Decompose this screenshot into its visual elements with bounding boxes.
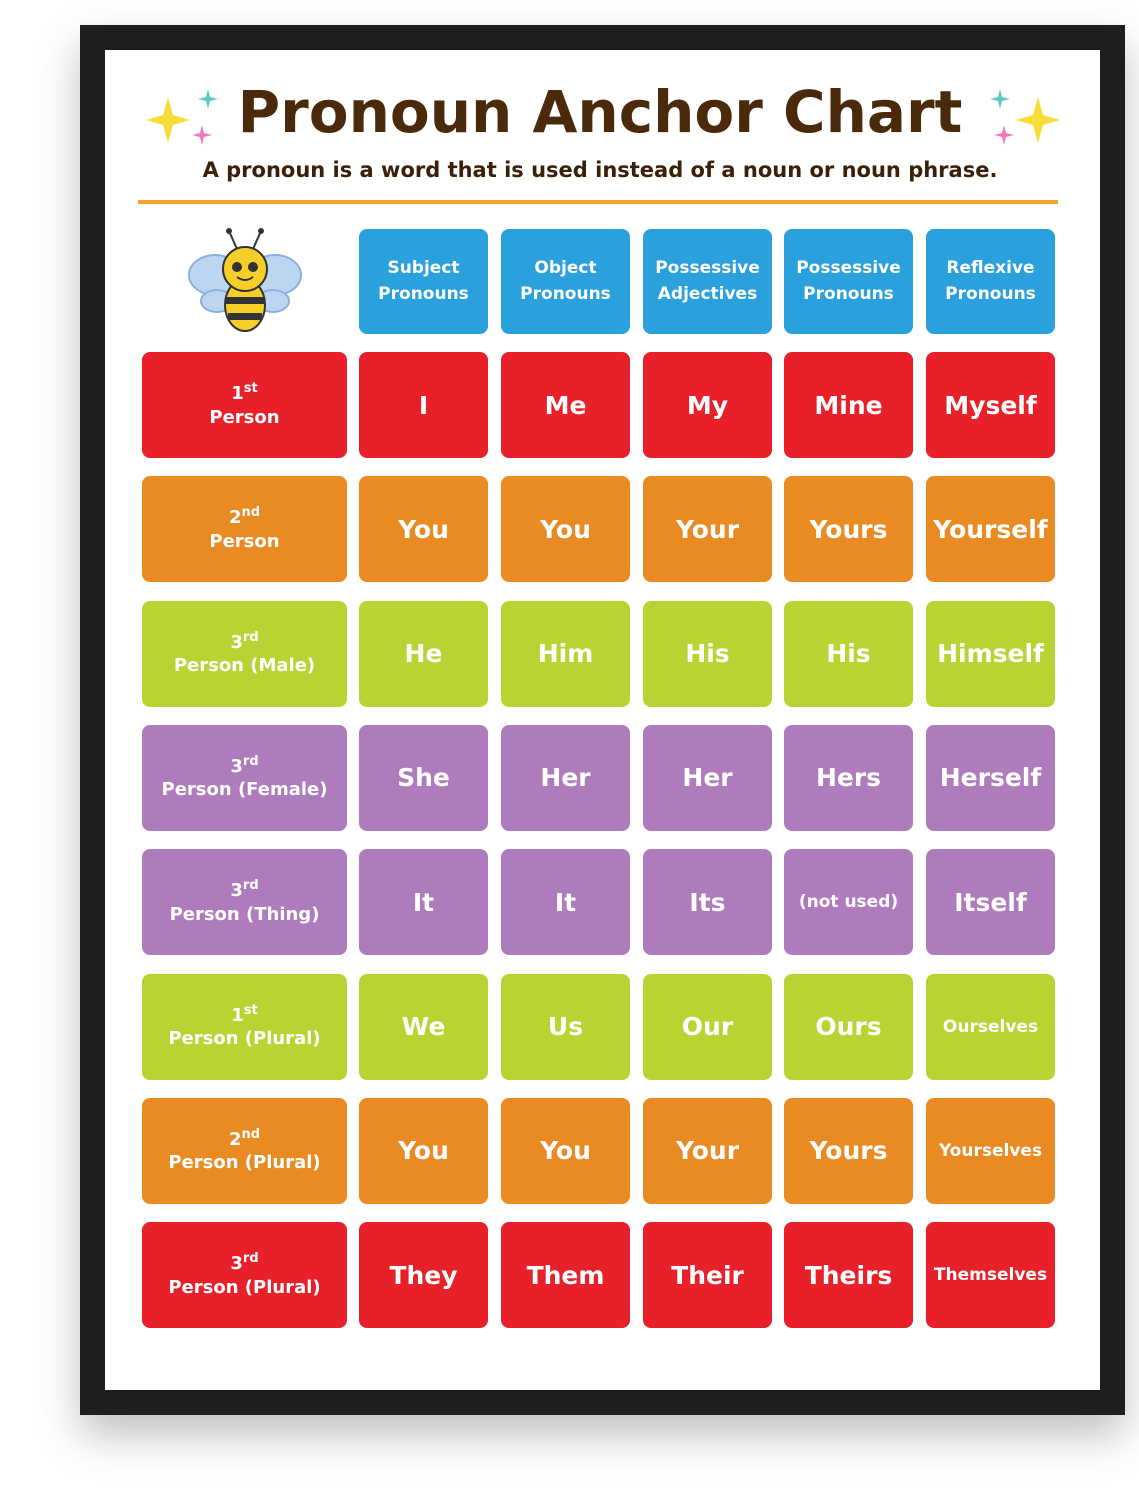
ordinal-suffix: rd — [242, 754, 259, 769]
row-label: 3rd Person (Female) — [142, 724, 347, 831]
pronoun-cell: It — [359, 849, 488, 956]
column-header: Possessive Adjectives — [643, 229, 772, 334]
column-header: Possessive Pronouns — [784, 229, 913, 334]
pronoun-cell: You — [359, 476, 488, 583]
pronoun-cell: Her — [643, 724, 772, 831]
ordinal: 3rd — [230, 878, 258, 902]
column-header: Object Pronouns — [501, 229, 630, 334]
row-label: 1st Person (Plural) — [142, 973, 347, 1080]
sparkles-left — [146, 89, 218, 145]
ordinal-number: 2 — [228, 507, 242, 529]
row-label: 2nd Person (Plural) — [142, 1097, 347, 1204]
ordinal-suffix: nd — [241, 505, 261, 521]
pronoun-cell: Ourselves — [926, 973, 1055, 1080]
row-label: 3rd Person (Plural) — [142, 1222, 347, 1329]
ordinal-number: 3 — [230, 880, 243, 902]
pronoun-cell: Yourself — [926, 476, 1055, 583]
pronoun-cell: You — [501, 1097, 630, 1204]
pronoun-cell: Himself — [926, 600, 1055, 707]
pronoun-cell: Itself — [926, 849, 1055, 956]
pronoun-cell: It — [501, 849, 630, 956]
pronoun-cell: You — [359, 1097, 488, 1204]
bee-icon — [188, 228, 302, 332]
ordinal-number: 3 — [230, 1253, 243, 1275]
ordinal: 3rd — [230, 630, 258, 654]
ordinal-suffix: rd — [242, 878, 259, 894]
sparkles-right — [990, 89, 1060, 145]
pronoun-cell: His — [784, 600, 913, 707]
pronoun-cell: Ours — [784, 973, 913, 1080]
pronoun-cell: Hers — [784, 724, 913, 831]
row-label-text: Person (Male) — [173, 655, 316, 677]
pronoun-cell: Yours — [784, 476, 913, 583]
subtitle: A pronoun is a word that is used instead… — [202, 158, 998, 182]
ordinal-suffix: nd — [241, 1126, 261, 1142]
ordinal-number: 3 — [230, 756, 243, 777]
ordinal-suffix: rd — [242, 1251, 259, 1267]
ordinal-suffix: st — [243, 1002, 258, 1018]
column-header: Subject Pronouns — [359, 229, 488, 334]
pronoun-cell: We — [359, 973, 488, 1080]
row-label-text: Person (Plural) — [168, 1152, 321, 1174]
ordinal-number: 1 — [231, 1004, 244, 1026]
pronoun-cell: Him — [501, 600, 630, 707]
pronoun-cell: I — [359, 352, 488, 458]
title: Pronoun Anchor Chart — [237, 78, 963, 146]
column-header: Reflexive Pronouns — [926, 229, 1055, 334]
row-label-text: Person (Plural) — [168, 1028, 321, 1049]
ordinal-number: 3 — [230, 631, 243, 653]
pronoun-cell: Us — [501, 973, 630, 1080]
pronoun-cell: Yourselves — [926, 1097, 1055, 1204]
pronoun-cell: Myself — [926, 352, 1055, 458]
pronoun-cell: Them — [501, 1222, 630, 1329]
ordinal-number: 2 — [228, 1128, 242, 1150]
pronoun-cell: Their — [643, 1222, 772, 1329]
pronoun-cell: Me — [501, 352, 630, 458]
pronoun-cell: You — [501, 476, 630, 583]
row-label: 3rd Person (Male) — [142, 600, 347, 707]
ordinal: 2nd — [229, 505, 260, 529]
pronoun-cell: My — [643, 352, 772, 458]
ordinal-number: 1 — [231, 383, 244, 405]
row-label-text: Person — [209, 406, 280, 428]
row-label: 1st Person — [142, 352, 347, 458]
ordinal-suffix: st — [243, 381, 258, 397]
pronoun-cell: Her — [501, 724, 630, 831]
pronoun-cell: Your — [643, 1097, 772, 1204]
pronoun-cell: Mine — [784, 352, 913, 458]
pronoun-cell: Its — [643, 849, 772, 956]
row-label: 2nd Person — [142, 476, 347, 583]
pronoun-cell: Themselves — [926, 1222, 1055, 1329]
ordinal: 1st — [231, 1003, 257, 1027]
pronoun-cell: Your — [643, 476, 772, 583]
pronoun-cell: He — [359, 600, 488, 707]
pronoun-cell: Yours — [784, 1097, 913, 1204]
row-label-text: Person (Plural) — [168, 1276, 321, 1298]
pronoun-cell: Our — [643, 973, 772, 1080]
row-label-text: Person (Female) — [161, 779, 328, 801]
row-label-text: Person (Thing) — [169, 903, 320, 925]
ordinal: 1st — [231, 381, 257, 405]
row-label-text: Person — [209, 530, 280, 552]
ordinal: 2nd — [229, 1127, 260, 1151]
pronoun-cell: (not used) — [784, 849, 913, 956]
pronoun-cell: They — [359, 1222, 488, 1329]
pronoun-cell: Theirs — [784, 1222, 913, 1329]
divider — [138, 200, 1058, 204]
pronoun-cell: She — [359, 724, 488, 831]
pronoun-cell: His — [643, 600, 772, 707]
row-label: 3rd Person (Thing) — [142, 849, 347, 956]
ordinal-suffix: rd — [242, 629, 259, 645]
ordinal: 3rd — [230, 754, 258, 778]
pronoun-cell: Herself — [926, 724, 1055, 831]
ordinal: 3rd — [230, 1251, 258, 1275]
